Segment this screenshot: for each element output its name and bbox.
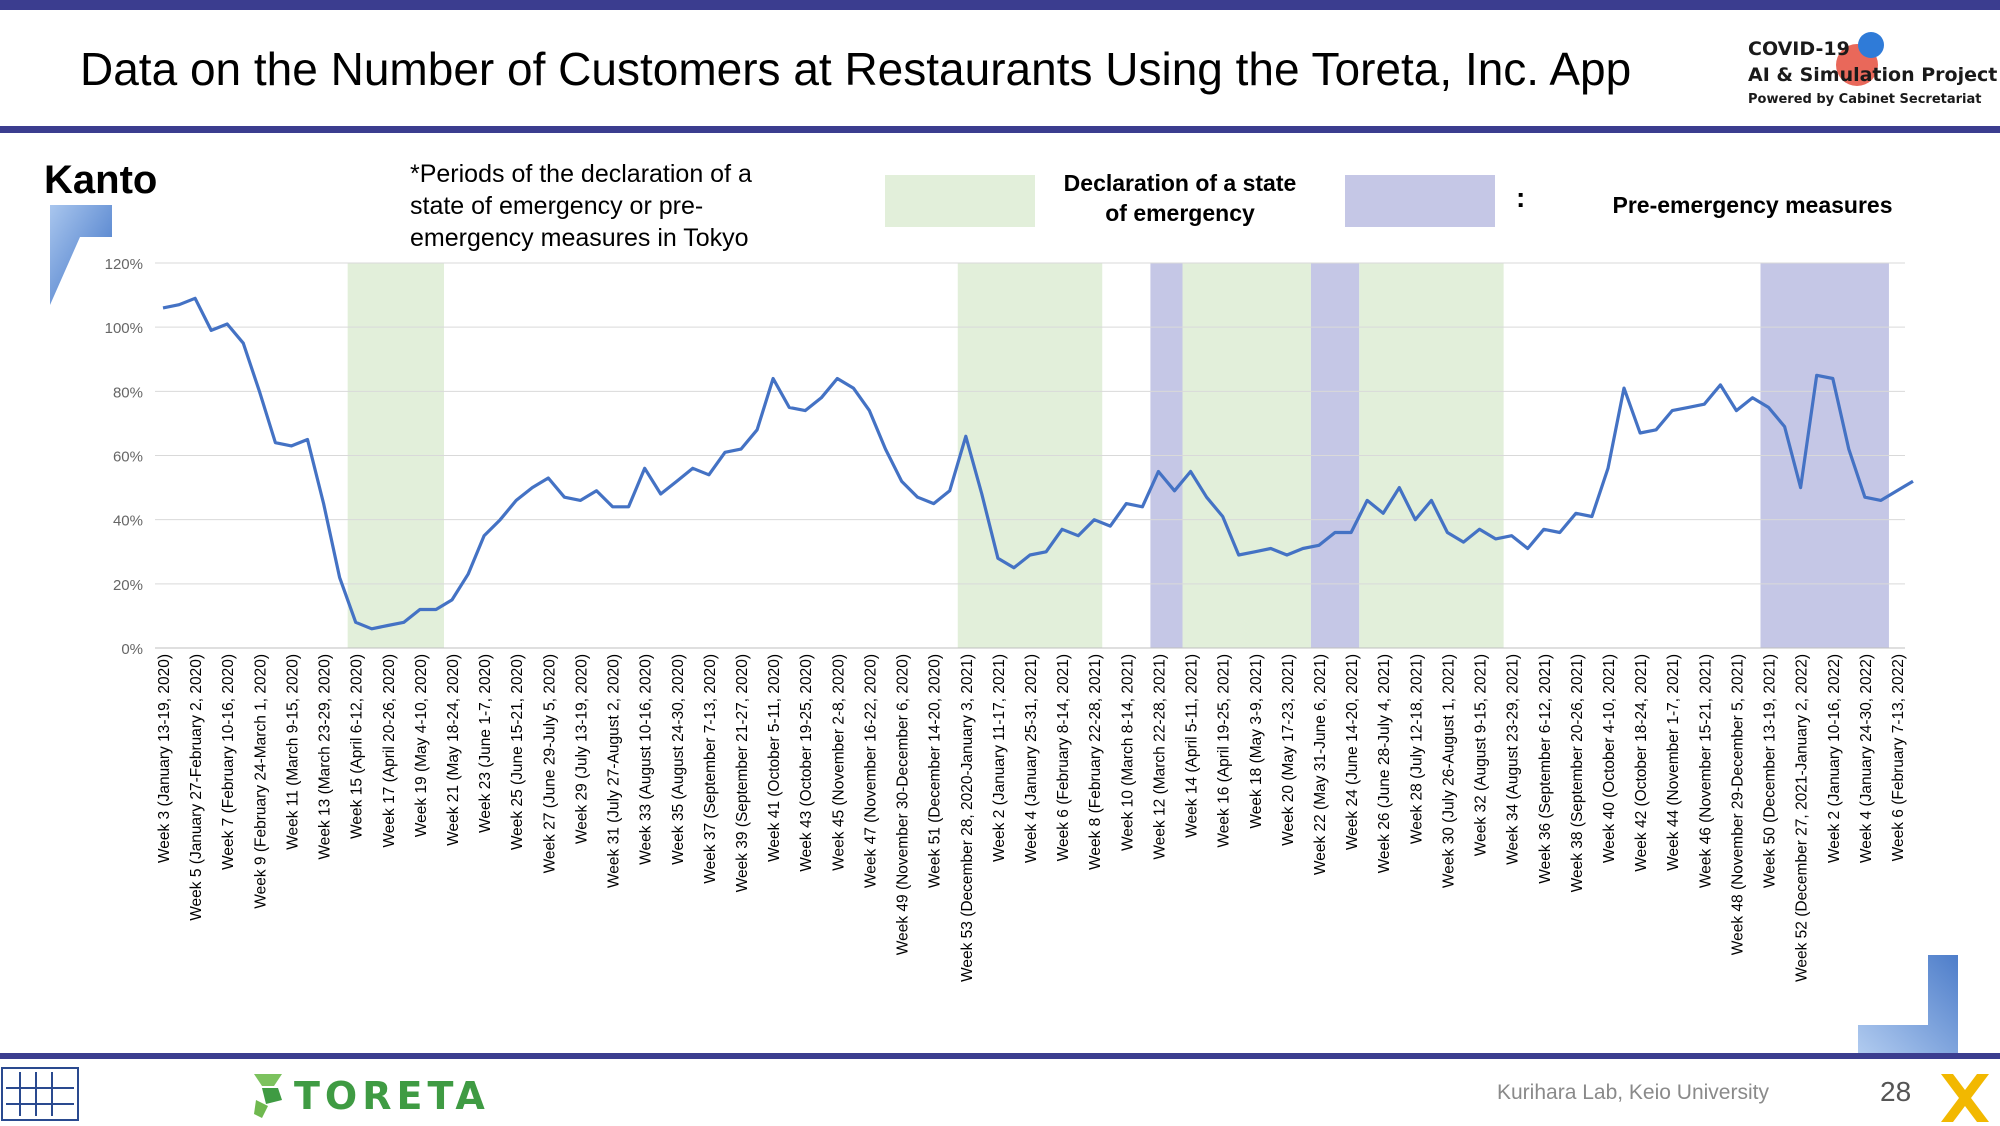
x-tick-label: Week 2 (January 11-17, 2021) bbox=[991, 654, 1008, 862]
x-tick-label: Week 42 (October 18-24, 2021) bbox=[1633, 654, 1650, 872]
x-tick-label: Week 37 (September 7-13, 2020) bbox=[702, 654, 719, 884]
x-tick-label: Week 25 (June 15-21, 2020) bbox=[509, 654, 526, 850]
x-tick-label: Week 13 (March 23-29, 2020) bbox=[317, 654, 334, 860]
y-tick-label: 60% bbox=[113, 449, 143, 466]
x-tick-label: Week 21 (May 18-24, 2020) bbox=[445, 654, 462, 846]
x-tick-label: Week 28 (July 12-18, 2021) bbox=[1408, 654, 1425, 844]
project-line-2: AI & Simulation Project bbox=[1748, 64, 1998, 86]
x-tick-label: Week 17 (April 20-26, 2020) bbox=[381, 654, 398, 848]
x-tick-label: Week 10 (March 8-14, 2021) bbox=[1119, 654, 1136, 851]
project-logo: COVID-19 AI & Simulation Project Powered… bbox=[1748, 32, 1997, 114]
x-tick-label: Week 36 (September 6-12, 2021) bbox=[1537, 654, 1554, 884]
x-tick-label: Week 38 (September 20-26, 2021) bbox=[1569, 654, 1586, 892]
page-title: Data on the Number of Customers at Resta… bbox=[80, 43, 1632, 95]
x-tick-label: Week 3 (January 13-19, 2020) bbox=[156, 654, 173, 863]
project-line-1: COVID-19 bbox=[1748, 38, 1850, 60]
x-tick-label: Week 29 (July 13-19, 2020) bbox=[574, 654, 591, 844]
x-tick-label: Week 40 (October 4-10, 2021) bbox=[1601, 654, 1618, 863]
header-divider bbox=[0, 126, 2000, 133]
x-tick-label: Week 20 (May 17-23, 2021) bbox=[1280, 654, 1297, 846]
x-tick-label: Week 53 (December 28, 2020-January 3, 20… bbox=[959, 654, 976, 982]
corner-decoration-icon bbox=[50, 205, 112, 305]
x-tick-label: Week 11 (March 9-15, 2020) bbox=[285, 654, 302, 850]
x-tick-label: Week 43 (October 19-25, 2020) bbox=[798, 654, 815, 872]
x-tick-label: Week 23 (June 1-7, 2020) bbox=[477, 654, 494, 833]
legend-separator: : bbox=[1516, 182, 1526, 213]
period-note: *Periods of the declaration of a state o… bbox=[410, 160, 752, 252]
series-line bbox=[162, 296, 1914, 631]
x-tick-label: Week 18 (May 3-9, 2021) bbox=[1248, 654, 1265, 829]
x-tick-label: Week 2 (January 10-16, 2022) bbox=[1826, 654, 1843, 863]
legend-emergency-swatch bbox=[885, 175, 1035, 227]
x-tick-label: Week 30 (July 26-August 1, 2021) bbox=[1440, 654, 1457, 888]
x-tick-label: Week 41 (October 5-11, 2020) bbox=[766, 654, 783, 862]
x-tick-label: Week 45 (November 2-8, 2020) bbox=[830, 654, 847, 871]
x-tick-label: Week 49 (November 30-December 6, 2020) bbox=[895, 654, 912, 955]
y-tick-label: 80% bbox=[113, 384, 143, 401]
x-tick-label: Week 47 (November 16-22, 2020) bbox=[862, 654, 879, 888]
x-tick-label: Week 46 (November 15-21, 2021) bbox=[1697, 654, 1714, 888]
x-tick-label: Week 16 (April 19-25, 2021) bbox=[1216, 654, 1233, 848]
x-tick-label: Week 22 (May 31-June 6, 2021) bbox=[1312, 654, 1329, 875]
x-tick-label: Week 44 (November 1-7, 2021) bbox=[1665, 654, 1682, 871]
x-tick-label: Week 7 (February 10-16, 2020) bbox=[220, 654, 237, 870]
university-logo-icon bbox=[1, 1067, 79, 1121]
x-tick-label: Week 26 (June 28-July 4, 2021) bbox=[1376, 654, 1393, 873]
y-tick-label: 120% bbox=[105, 256, 143, 273]
x-tick-label: Week 5 (January 27-February 2, 2020) bbox=[188, 654, 205, 921]
x-tick-label: Week 4 (January 24-30, 2022) bbox=[1858, 654, 1875, 863]
x-tick-label: Week 31 (July 27-August 2, 2020) bbox=[606, 654, 623, 888]
x-tick-label: Week 14 (April 5-11, 2021) bbox=[1184, 654, 1201, 838]
x-logo-icon bbox=[1941, 1074, 1989, 1122]
x-tick-label: Week 34 (August 23-29, 2021) bbox=[1505, 654, 1522, 865]
legend-pre-emergency-label: Pre-emergency measures bbox=[1612, 192, 1893, 218]
x-tick-label: Week 19 (May 4-10, 2020) bbox=[413, 654, 430, 837]
x-tick-label: Week 39 (September 21-27, 2020) bbox=[734, 654, 751, 892]
x-tick-label: Week 24 (June 14-20, 2021) bbox=[1344, 654, 1361, 850]
footer-divider bbox=[0, 1053, 2000, 1059]
x-tick-label: Week 35 (August 24-30, 2020) bbox=[670, 654, 687, 865]
toreta-mark-icon bbox=[254, 1074, 282, 1118]
x-tick-label: Week 6 (February 7-13, 2022) bbox=[1890, 654, 1907, 861]
y-tick-label: 20% bbox=[113, 577, 143, 594]
y-tick-label: 0% bbox=[121, 641, 143, 658]
x-tick-label: Week 6 (February 8-14, 2021) bbox=[1055, 654, 1072, 861]
x-tick-label: Week 48 (November 29-December 5, 2021) bbox=[1729, 654, 1746, 955]
project-line-3: Powered by Cabinet Secretariat bbox=[1748, 92, 1982, 107]
legend-emergency-label: Declaration of a state of emergency bbox=[1063, 170, 1297, 226]
logo-blue-circle bbox=[1858, 32, 1884, 58]
x-tick-label: Week 27 (June 29-July 5, 2020) bbox=[541, 654, 558, 873]
x-tick-label: Week 51 (December 14-20, 2020) bbox=[927, 654, 944, 888]
page-number: 28 bbox=[1880, 1076, 1912, 1107]
lab-credit: Kurihara Lab, Keio University bbox=[1497, 1081, 1769, 1104]
y-tick-label: 100% bbox=[105, 320, 143, 337]
region-label: Kanto bbox=[44, 158, 158, 202]
x-tick-label: Week 32 (August 9-15, 2021) bbox=[1473, 654, 1490, 856]
x-tick-label: Week 50 (December 13-19, 2021) bbox=[1762, 654, 1779, 888]
corner-decoration-icon-bottom bbox=[1858, 955, 1958, 1055]
x-tick-label: Week 9 (February 24-March 1, 2020) bbox=[252, 654, 269, 909]
y-tick-label: 40% bbox=[113, 513, 143, 530]
x-tick-label: Week 8 (February 22-28, 2021) bbox=[1087, 654, 1104, 870]
x-tick-label: Week 12 (March 22-28, 2021) bbox=[1151, 654, 1168, 860]
x-tick-label: Week 4 (January 25-31, 2021) bbox=[1023, 654, 1040, 863]
toreta-wordmark: TORETA bbox=[294, 1074, 490, 1118]
legend-pre-emergency-swatch bbox=[1345, 175, 1495, 227]
x-tick-label: Week 33 (August 10-16, 2020) bbox=[638, 654, 655, 865]
customer-count-chart: 0% 20% 40% 60% 80% 100% 120% Week 3 (January 1… bbox=[105, 256, 1914, 982]
x-tick-label: Week 52 (December 27, 2021-January 2, 20… bbox=[1794, 654, 1811, 982]
top-accent-bar bbox=[0, 0, 2000, 10]
x-tick-label: Week 15 (April 6-12, 2020) bbox=[349, 654, 366, 839]
